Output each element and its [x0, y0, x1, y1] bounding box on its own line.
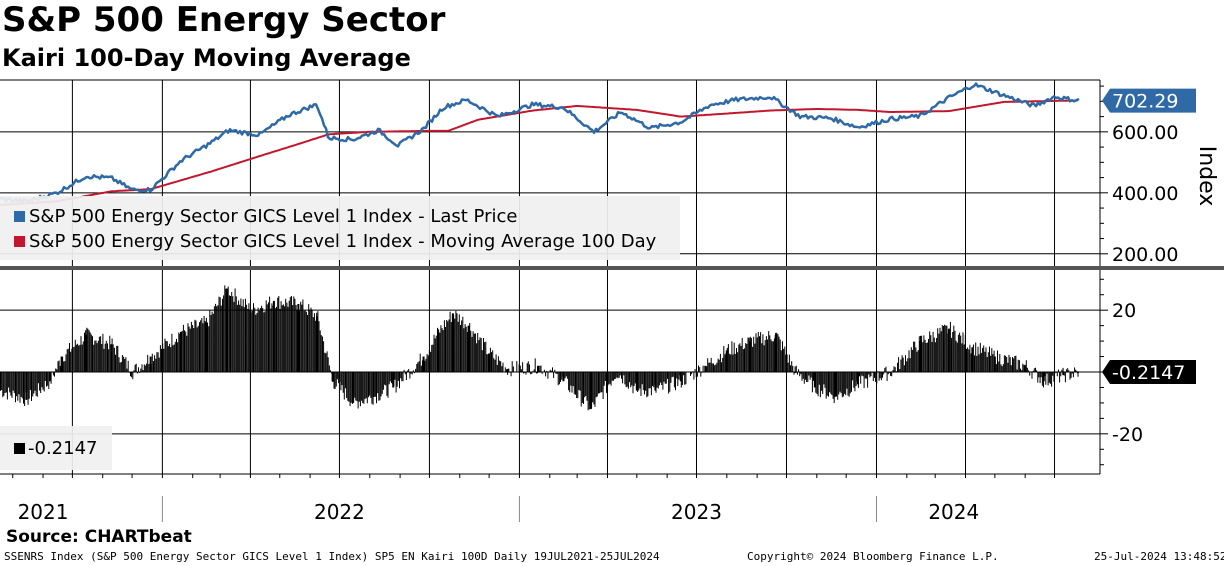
legend-swatch-price — [14, 211, 25, 222]
legend-label-price: S&P 500 Energy Sector GICS Level 1 Index… — [29, 206, 518, 227]
kairi-bar — [372, 372, 375, 397]
x-tick-label: 2021 — [18, 500, 69, 524]
panel-separator — [0, 266, 1224, 270]
footer-timestamp: 25-Jul-2024 13:48:52 — [1094, 550, 1224, 563]
legend-label-ma: S&P 500 Energy Sector GICS Level 1 Index… — [29, 231, 657, 252]
y-tick-label: 200.00 — [1112, 244, 1178, 266]
legend-swatch-ma — [14, 236, 25, 247]
y-tick-label: -20 — [1112, 424, 1143, 446]
y-tick-label: 600.00 — [1112, 122, 1178, 144]
series-line-moving-average — [0, 99, 1079, 206]
chart-title: S&P 500 Energy Sector — [2, 0, 446, 40]
kairi-bar — [110, 344, 113, 372]
kairi-last-tag: -0.2147 — [1102, 360, 1196, 384]
footer-index-description: SSENRS Index (S&P 500 Energy Sector GICS… — [4, 550, 660, 563]
axis-labels: 200.00 400.00 600.00 20 -20 Index 2021 2022 2023… — [18, 88, 1219, 524]
kairi-last-tag-box — [1102, 360, 1196, 384]
series-line-last-price — [0, 82, 1080, 204]
kairi-bars-fill — [0, 285, 1079, 411]
price-legend: S&P 500 Energy Sector GICS Level 1 Index… — [0, 196, 680, 260]
kairi-last-tag-text: -0.2147 — [1112, 362, 1185, 384]
axes-layer — [0, 80, 1224, 522]
x-tick-label: 2022 — [314, 500, 365, 524]
kairi-legend: -0.2147 — [0, 426, 112, 470]
last-price-tag: 702.29 — [1102, 88, 1196, 113]
kairi-bar — [451, 313, 454, 372]
legend-swatch-kairi — [14, 443, 25, 454]
kairi-bar — [704, 365, 707, 372]
last-price-tag-box — [1102, 88, 1196, 113]
kairi-bar — [392, 372, 395, 388]
legend-item-moving-average: S&P 500 Energy Sector GICS Level 1 Index… — [14, 231, 656, 252]
chart-subtitle: Kairi 100-Day Moving Average — [2, 44, 411, 72]
footer-copyright: Copyright© 2024 Bloomberg Finance L.P. — [747, 550, 999, 563]
kairi-bar — [562, 372, 565, 382]
legend-label-kairi: -0.2147 — [28, 438, 98, 459]
kairi-bar — [506, 368, 509, 372]
last-price-tag-text: 702.29 — [1112, 91, 1178, 113]
x-tick-label: 2024 — [928, 500, 979, 524]
kairi-bar — [48, 372, 51, 382]
kairi-bars — [0, 285, 1100, 411]
legend-item-last-price: S&P 500 Energy Sector GICS Level 1 Index… — [14, 206, 517, 227]
x-tick-label: 2023 — [671, 500, 722, 524]
kairi-bar — [149, 356, 152, 372]
source-note: Source: CHARTbeat — [6, 527, 192, 547]
kairi-bar — [813, 372, 816, 388]
y-tick-label: 400.00 — [1112, 183, 1178, 205]
price-lines — [0, 82, 1080, 206]
kairi-bar — [1062, 372, 1065, 376]
kairi-bar — [654, 372, 657, 391]
grid-layer — [0, 79, 1100, 474]
kairi-bar — [537, 365, 540, 372]
y-tick-label: 20 — [1112, 300, 1136, 322]
y-axis-title: Index — [1194, 146, 1219, 207]
